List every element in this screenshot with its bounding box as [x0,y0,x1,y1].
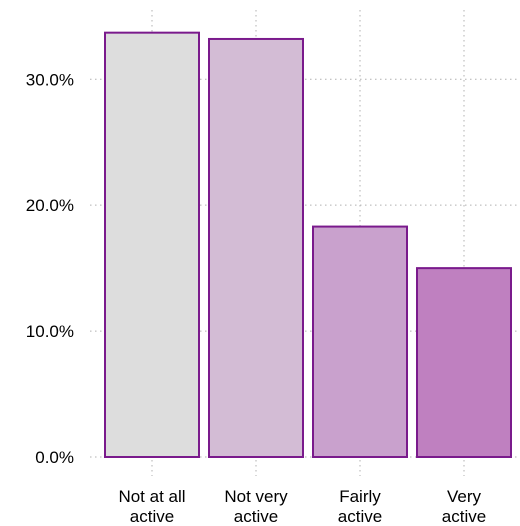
grid-lines [90,10,520,476]
x-category-label: Not very active [224,487,288,526]
y-tick-label: 0.0% [35,448,74,467]
bar-2 [312,225,408,458]
bar-1 [208,37,304,458]
y-tick-label: 10.0% [26,322,74,341]
y-tick-label: 20.0% [26,196,74,215]
x-category-label: Not at all active [118,487,185,526]
bar-0 [104,31,200,458]
x-axis-category-labels: Not at all active Not very active Fairly acti… [118,487,486,526]
bar-3 [416,267,512,459]
x-category-label: Fairly active [338,487,382,526]
x-category-label: Very active [442,487,486,526]
bars [104,31,512,459]
y-tick-label: 30.0% [26,70,74,89]
y-axis-tick-labels: 0.0% 10.0% 20.0% 30.0% [26,70,74,467]
